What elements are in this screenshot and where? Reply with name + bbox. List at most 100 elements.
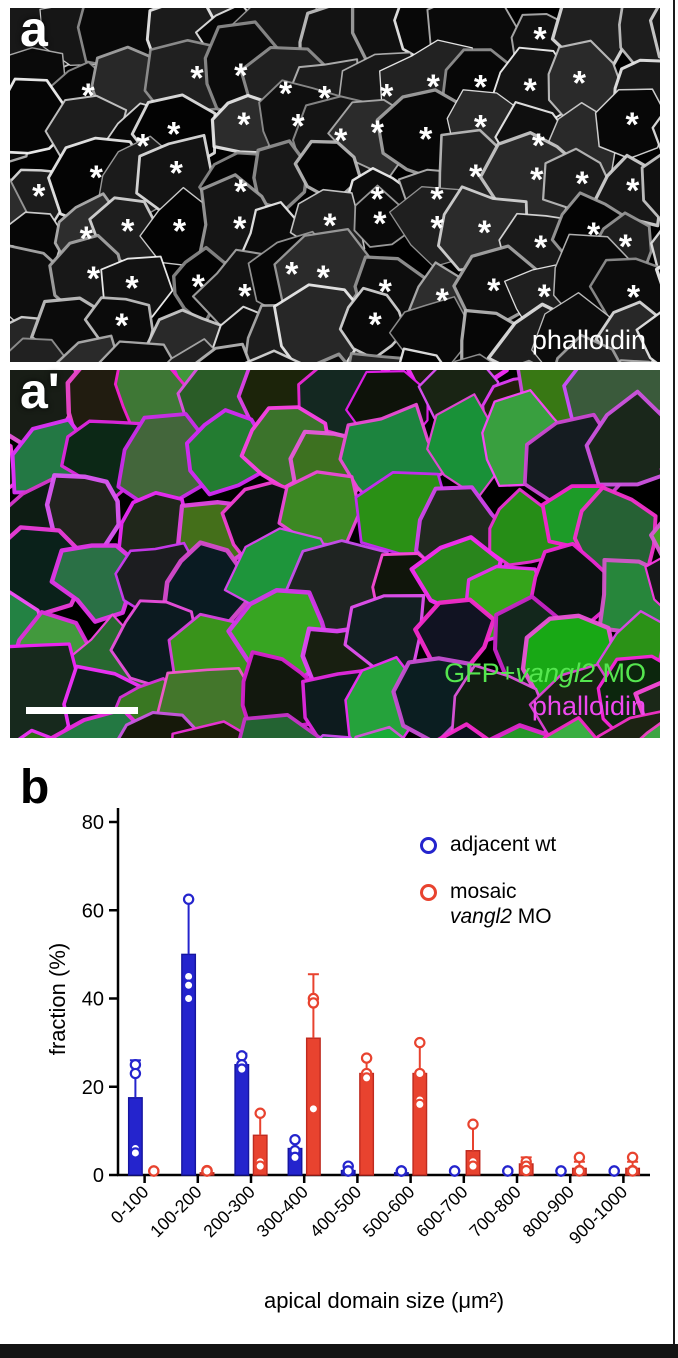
legend-entry-wt: adjacent wt	[420, 832, 556, 857]
legend-marker-wt-icon	[420, 837, 437, 854]
cell-asterisk: *	[90, 159, 104, 197]
cell-asterisk: *	[234, 173, 248, 211]
cell-asterisk: *	[173, 213, 187, 251]
panel-a-prime-micrograph	[0, 262, 678, 851]
svg-text:300-400: 300-400	[252, 1182, 312, 1242]
cell-asterisk: *	[619, 228, 633, 266]
cell-asterisk: *	[573, 65, 587, 103]
cell-asterisk: *	[436, 282, 450, 320]
cell-asterisk: *	[627, 279, 641, 317]
panel-a-prime: a' GFP+vangl2 MO phalloidin	[0, 262, 678, 851]
panel-a-prime-label: a'	[20, 363, 60, 419]
page-border-right	[673, 0, 675, 1344]
svg-text:700-800: 700-800	[465, 1182, 525, 1242]
cell-asterisk: *	[534, 229, 548, 267]
cell-asterisk: *	[474, 108, 488, 146]
cell-asterisk: *	[167, 116, 181, 154]
cell-asterisk: *	[487, 272, 501, 310]
svg-text:900-1000: 900-1000	[565, 1182, 632, 1249]
legend-label-mo-gene: vangl2	[450, 905, 512, 929]
cell-asterisk: *	[80, 220, 94, 258]
cell-asterisk: *	[533, 21, 547, 59]
panel-a-stain-label: phalloidin	[531, 325, 646, 355]
cell-asterisk: *	[626, 172, 640, 210]
cell-asterisk: *	[379, 273, 393, 311]
cell-asterisk: *	[427, 68, 441, 106]
gfp-annotation-prefix: GFP+	[444, 658, 516, 689]
y-axis-title: fraction (%)	[45, 942, 70, 1056]
cell-asterisk: *	[285, 256, 299, 294]
svg-text:400-500: 400-500	[306, 1182, 366, 1242]
cell-asterisk: *	[192, 268, 206, 306]
svg-text:500-600: 500-600	[359, 1182, 419, 1242]
svg-text:600-700: 600-700	[412, 1182, 472, 1242]
cell-asterisk: *	[334, 122, 348, 160]
cell-asterisk: *	[234, 57, 248, 95]
cell-asterisk: *	[368, 306, 382, 344]
cell-asterisk: *	[419, 121, 433, 159]
cell-asterisk: *	[190, 60, 204, 98]
panel-a-prime-annotations: GFP+vangl2 MO phalloidin	[444, 657, 646, 722]
svg-text:0: 0	[93, 1165, 104, 1187]
cell-asterisk: *	[121, 213, 135, 251]
scale-bar	[26, 707, 138, 714]
cell-asterisk: *	[532, 127, 546, 165]
bar-chart: 0 20 40 60 80 0-100100-200200-300300-400400-5…	[82, 808, 650, 1249]
cell-asterisk: *	[125, 269, 139, 307]
cell-asterisk: *	[238, 278, 252, 316]
svg-text:20: 20	[82, 1077, 104, 1099]
cell-asterisk: *	[279, 75, 293, 113]
legend-marker-mo-icon	[420, 884, 437, 902]
cell-asterisk: *	[81, 77, 95, 115]
panel-a-label: a	[20, 1, 48, 57]
gfp-annotation: GFP+vangl2 MO	[444, 657, 646, 689]
cell-asterisk: *	[237, 106, 251, 144]
legend-label-mo-line1: mosaic	[450, 880, 517, 904]
cell-asterisk: *	[380, 77, 394, 115]
gfp-annotation-suffix: MO	[595, 658, 647, 689]
chart-legend: adjacent wt mosaic vangl2 MO	[420, 832, 556, 952]
cell-asterisk: *	[291, 108, 305, 146]
panel-a-micrograph: ************* ***************************…	[0, 0, 678, 446]
svg-text:40: 40	[82, 989, 104, 1011]
cell-asterisk: *	[136, 128, 150, 166]
svg-text:80: 80	[82, 812, 104, 834]
page-bottom-bar	[0, 1344, 678, 1358]
legend-label-wt: adjacent wt	[450, 833, 557, 856]
panel-a: * * * * * * * * * * * * * * * * * * * * * * * * * * * * * * * * * * * * * * * *…	[0, 0, 678, 446]
svg-text:200-300: 200-300	[199, 1182, 259, 1242]
svg-text:0-100: 0-100	[107, 1182, 153, 1228]
stain-annotation-magenta: phalloidin	[531, 690, 646, 721]
cell-asterisk: *	[323, 207, 337, 245]
cell-asterisk: *	[32, 178, 46, 216]
cell-asterisk: *	[625, 106, 639, 144]
cell-asterisk: *	[469, 158, 483, 196]
cell-asterisk: *	[587, 216, 601, 254]
cell-asterisk: *	[474, 69, 488, 107]
legend-label-mo-suffix: MO	[511, 905, 552, 929]
svg-text:60: 60	[82, 900, 104, 922]
legend-entry-mo: mosaic vangl2 MO	[420, 879, 556, 929]
cell-asterisk: *	[478, 214, 492, 252]
cell-asterisk: *	[87, 260, 101, 298]
cell-asterisk: *	[371, 114, 385, 152]
cell-asterisk: *	[371, 181, 385, 219]
svg-text:100-200: 100-200	[146, 1182, 206, 1242]
gfp-annotation-gene: vangl2	[515, 658, 595, 689]
cell-asterisk: *	[530, 161, 544, 199]
cell-asterisk: *	[115, 307, 129, 345]
cell-asterisk: *	[430, 209, 444, 247]
cell-asterisk: *	[373, 205, 387, 243]
cell-asterisk: *	[318, 80, 332, 118]
cell-asterisk: *	[538, 278, 552, 316]
cell-asterisk: *	[233, 210, 247, 248]
cell-asterisk: *	[430, 181, 444, 219]
legend-label-mo: mosaic vangl2 MO	[450, 879, 552, 929]
cell-asterisk: *	[317, 259, 331, 297]
panel-b-label: b	[20, 761, 50, 814]
cell-asterisk: *	[170, 154, 184, 192]
cell-asterisk: *	[575, 165, 589, 203]
cell-asterisk: *	[523, 72, 537, 110]
x-axis-title: apical domain size (μm²)	[263, 1288, 505, 1313]
